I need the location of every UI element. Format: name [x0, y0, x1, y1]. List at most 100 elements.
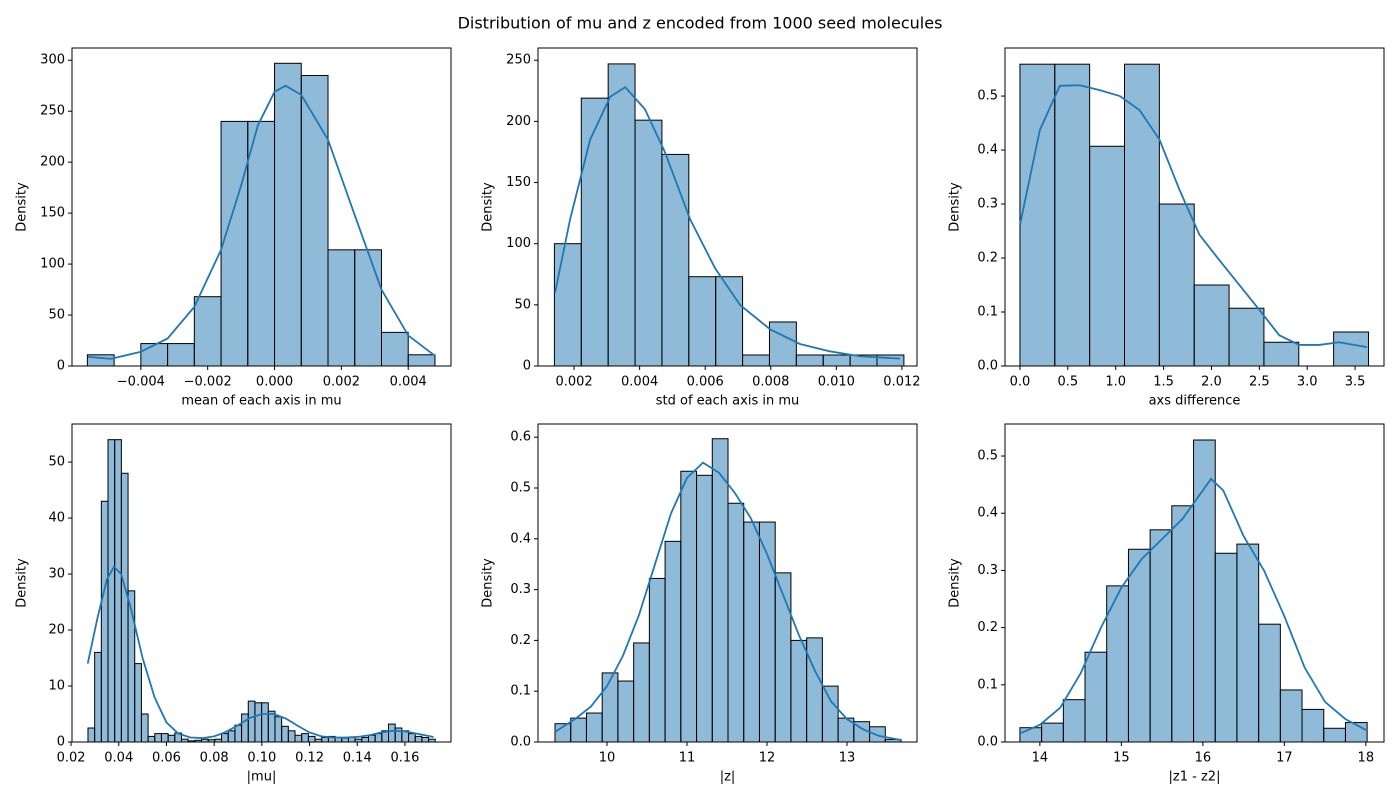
- histogram-bar: [160, 733, 169, 742]
- y-tick-label: 0.3: [510, 582, 531, 597]
- plot-area: [1019, 63, 1369, 366]
- x-tick-label: 0.002: [555, 375, 592, 390]
- histogram-bar: [374, 733, 383, 742]
- histogram-bar: [790, 639, 808, 742]
- y-tick-label: 0: [57, 735, 65, 750]
- y-tick-label: 150: [40, 206, 65, 221]
- kde-line: [1019, 477, 1368, 735]
- histogram-bar: [241, 713, 249, 742]
- histogram-bar: [380, 331, 409, 366]
- histogram-bar: [1124, 63, 1160, 366]
- x-tick-label: 0.06: [152, 751, 181, 766]
- y-tick-label: 0.0: [977, 359, 998, 374]
- x-tick-label: 0.006: [687, 375, 724, 390]
- histogram-bar: [107, 439, 116, 742]
- y-tick-label: 0.4: [977, 143, 998, 158]
- y-axis-label: Density: [481, 558, 496, 608]
- histogram-bar: [94, 651, 102, 742]
- plot-area: [1019, 439, 1368, 742]
- histogram-bar: [220, 120, 249, 366]
- x-tick-label: 0.010: [818, 375, 855, 390]
- y-tick-label: 0.2: [977, 620, 998, 635]
- histogram-bar: [570, 717, 587, 742]
- histogram-bar: [1041, 722, 1064, 742]
- histogram-bar: [300, 75, 329, 366]
- x-tick-label: 0.04: [104, 751, 133, 766]
- y-tick-label: 20: [48, 623, 65, 638]
- y-tick-label: 0.3: [977, 197, 998, 212]
- histogram-bar: [247, 120, 276, 366]
- y-tick-label: 0.1: [977, 305, 998, 320]
- histogram-bar: [114, 439, 122, 742]
- histogram-bar: [884, 738, 902, 742]
- histogram-bar: [661, 153, 690, 366]
- histogram-bar: [1279, 689, 1303, 742]
- histogram-bar: [134, 663, 142, 742]
- y-tick-label: 150: [506, 175, 531, 190]
- x-axis-label: mean of each axis in mu: [181, 394, 341, 409]
- axes-frame: [1004, 423, 1385, 743]
- histogram-bar: [154, 733, 162, 742]
- histogram-bar: [140, 713, 149, 742]
- histogram-bar: [307, 735, 316, 742]
- histogram-bar: [876, 354, 905, 366]
- y-tick-label: 0.5: [977, 89, 998, 104]
- histogram-bar: [1214, 552, 1238, 742]
- x-tick-label: 0.02: [57, 751, 86, 766]
- histogram-bar: [301, 733, 309, 742]
- subplot: 0.0 0.5 1.0 1.5 2.0 2.5 3.0 3.5 0.0 0.1 0.2 0.3 0.4 0…: [948, 47, 1385, 409]
- axes-frame: [1004, 47, 1385, 367]
- histogram-bar: [140, 343, 169, 366]
- histogram-bar: [1019, 727, 1043, 742]
- histogram-bar: [1149, 529, 1173, 742]
- histogram-bar: [408, 733, 416, 742]
- axes-frame: [537, 423, 918, 743]
- x-axis-label: std of each axis in mu: [656, 394, 799, 409]
- histogram-bar: [1333, 331, 1369, 366]
- x-tick-label: 0.002: [323, 375, 360, 390]
- histogram-bar: [1127, 548, 1151, 742]
- x-tick-label: 11: [679, 751, 696, 766]
- y-tick-label: 50: [48, 308, 65, 323]
- y-tick-label: 250: [40, 104, 65, 119]
- histogram-bar: [147, 735, 156, 742]
- plot-area: [553, 63, 905, 366]
- plot-area: [554, 438, 902, 742]
- plot-area: [86, 439, 436, 742]
- histogram-bar: [664, 540, 682, 742]
- y-axis-label: Density: [15, 182, 30, 232]
- histogram-bar: [822, 354, 851, 366]
- y-tick-label: 0.1: [510, 684, 531, 699]
- histogram-bar: [715, 276, 744, 366]
- histogram-bar: [1193, 439, 1216, 742]
- histogram-bar: [1171, 505, 1195, 742]
- x-tick-label: 16: [1195, 751, 1212, 766]
- histogram-bar: [633, 642, 650, 742]
- histogram-bar: [580, 97, 609, 366]
- histogram-bar: [407, 354, 436, 366]
- histogram-bar: [1019, 63, 1056, 366]
- histogram-bar: [617, 680, 635, 742]
- histogram-bar: [607, 63, 636, 366]
- histogram-bar: [354, 249, 382, 366]
- histogram-bar: [120, 472, 129, 742]
- x-tick-label: 0.16: [390, 751, 419, 766]
- histogram-bar: [267, 710, 276, 742]
- x-tick-label: 0.008: [752, 375, 789, 390]
- y-tick-label: 0.2: [977, 251, 998, 266]
- y-tick-label: 30: [48, 567, 65, 582]
- histogram-bar: [795, 354, 824, 366]
- histogram-bar: [1228, 307, 1265, 366]
- y-tick-label: 0.2: [510, 633, 531, 648]
- subplot: −0.004 −0.002 0.000 0.002 0.004 0 50 100 150 200 2…: [15, 47, 452, 409]
- histogram-bar: [601, 672, 619, 742]
- subplot: 0.02 0.04 0.06 0.08 0.10 0.12 0.14 0.16 0 10 20 30 4…: [15, 423, 452, 785]
- x-tick-label: 0.12: [295, 751, 324, 766]
- kde-line: [554, 461, 902, 741]
- y-tick-label: 0.1: [977, 677, 998, 692]
- histogram-bar: [806, 637, 823, 742]
- x-tick-label: 0.10: [247, 751, 276, 766]
- x-tick-label: −0.004: [117, 375, 165, 390]
- x-tick-label: 3.5: [1345, 375, 1366, 390]
- histogram-bar: [1158, 203, 1195, 366]
